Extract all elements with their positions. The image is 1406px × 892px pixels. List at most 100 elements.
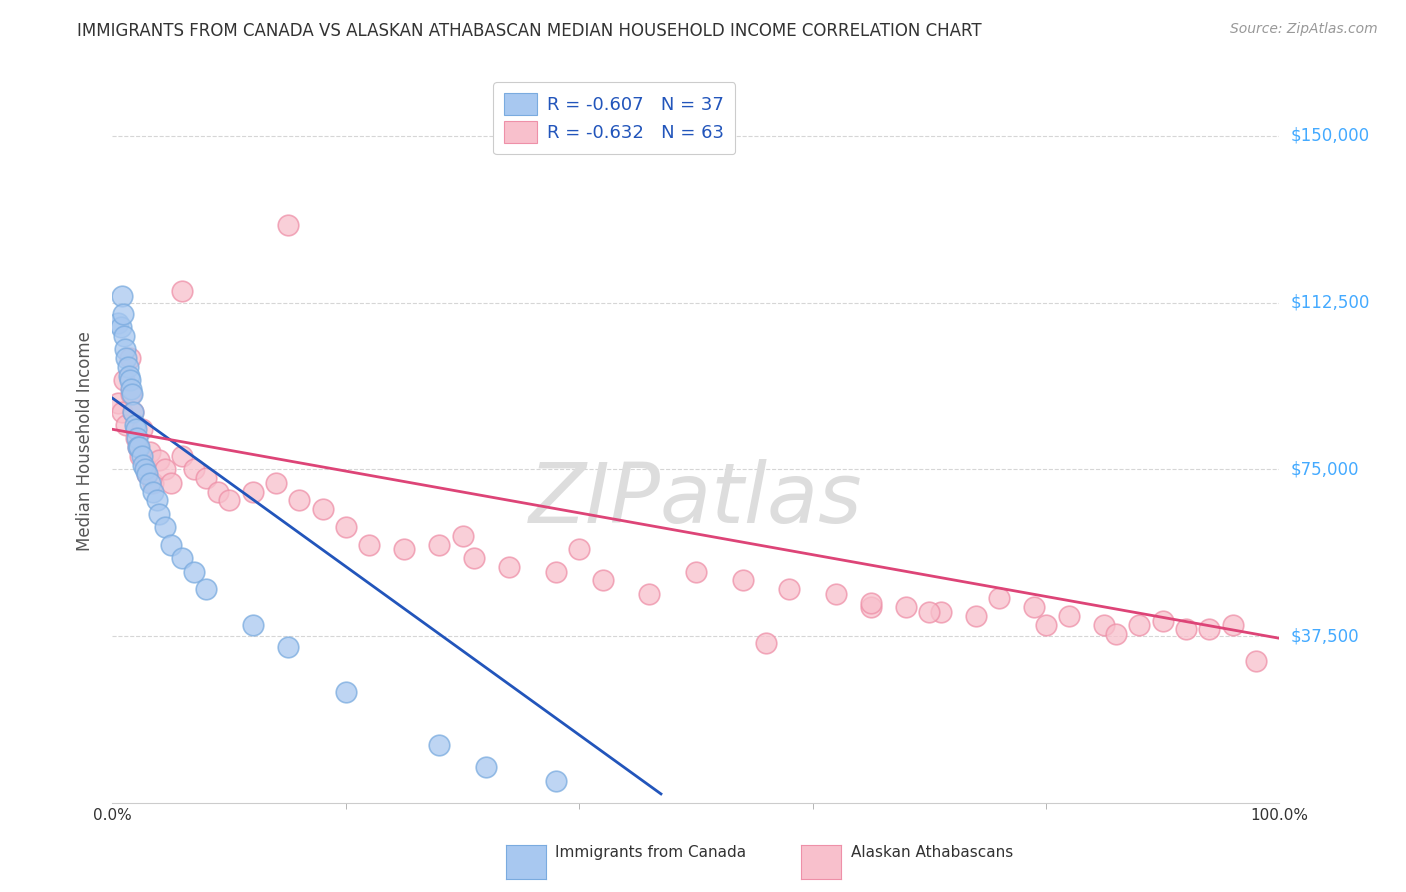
Point [172,285,194,299]
Point [194,471,217,485]
Point [929,605,952,619]
Point [288,493,311,508]
Point [778,582,800,597]
Text: Immigrants from Canada: Immigrants from Canada [555,846,747,860]
Point [125,422,148,436]
Point [122,404,145,418]
Point [544,773,567,788]
Point [825,587,848,601]
Point [427,538,450,552]
Point [139,475,162,490]
Point [117,360,139,375]
Point [860,596,883,610]
Point [134,458,156,472]
Point [120,382,142,396]
Point [242,484,264,499]
Point [988,591,1011,606]
Point [131,449,153,463]
Point [592,574,614,588]
Text: ZIPatlas: ZIPatlas [529,458,863,540]
Point [1152,614,1174,628]
Point [183,565,205,579]
Point [475,760,498,774]
Point [194,582,217,597]
Point [394,542,416,557]
Point [146,493,169,508]
Point [685,565,707,579]
Point [160,538,183,552]
Point [127,440,149,454]
Text: $112,500: $112,500 [1291,293,1369,311]
Text: $37,500: $37,500 [1291,627,1360,645]
Point [918,605,941,619]
Point [451,529,474,543]
Point [335,520,357,534]
Text: IMMIGRANTS FROM CANADA VS ALASKAN ATHABASCAN MEDIAN HOUSEHOLD INCOME CORRELATION: IMMIGRANTS FROM CANADA VS ALASKAN ATHABA… [77,22,981,40]
Point [134,462,156,476]
Point [1024,600,1046,615]
Point [142,484,165,499]
Point [755,636,778,650]
Point [127,440,149,454]
Point [894,600,917,615]
Point [276,640,298,655]
Point [427,738,450,752]
Point [131,422,153,436]
Point [731,574,754,588]
Point [107,395,129,409]
Point [112,329,135,343]
Text: $150,000: $150,000 [1291,127,1369,145]
Point [112,373,135,387]
Point [498,560,520,574]
Point [153,520,176,534]
Point [136,467,159,481]
Point [172,449,194,463]
Point [218,493,240,508]
Point [638,587,661,601]
Point [1105,627,1128,641]
Point [1094,618,1116,632]
Point [115,351,138,366]
Point [124,417,146,432]
Point [129,449,152,463]
Point [110,320,132,334]
Point [242,618,264,632]
Y-axis label: Median Household Income: Median Household Income [76,332,94,551]
Point [160,475,183,490]
Point [111,289,134,303]
Point [148,507,170,521]
Point [183,462,205,476]
Point [148,453,170,467]
Point [118,373,141,387]
Point [568,542,591,557]
Point [142,475,165,490]
Point [111,307,134,321]
Point [132,458,155,472]
Point [139,444,162,458]
Point [107,316,129,330]
Point [276,218,298,232]
Point [120,386,142,401]
Point [264,475,287,490]
Text: Alaskan Athabascans: Alaskan Athabascans [851,846,1012,860]
Point [359,538,381,552]
Point [128,440,150,454]
Point [122,404,145,418]
Point [121,386,143,401]
Point [1035,618,1057,632]
Point [965,609,987,624]
Point [111,404,134,418]
Point [1222,618,1244,632]
Point [335,684,357,698]
Point [118,368,141,383]
Point [153,462,176,476]
Point [115,417,138,432]
Point [172,551,194,566]
Text: $75,000: $75,000 [1291,460,1360,478]
Text: Source: ZipAtlas.com: Source: ZipAtlas.com [1230,22,1378,37]
Point [118,351,141,366]
Point [544,565,567,579]
Point [1244,653,1267,667]
Point [207,484,229,499]
Point [860,600,883,615]
